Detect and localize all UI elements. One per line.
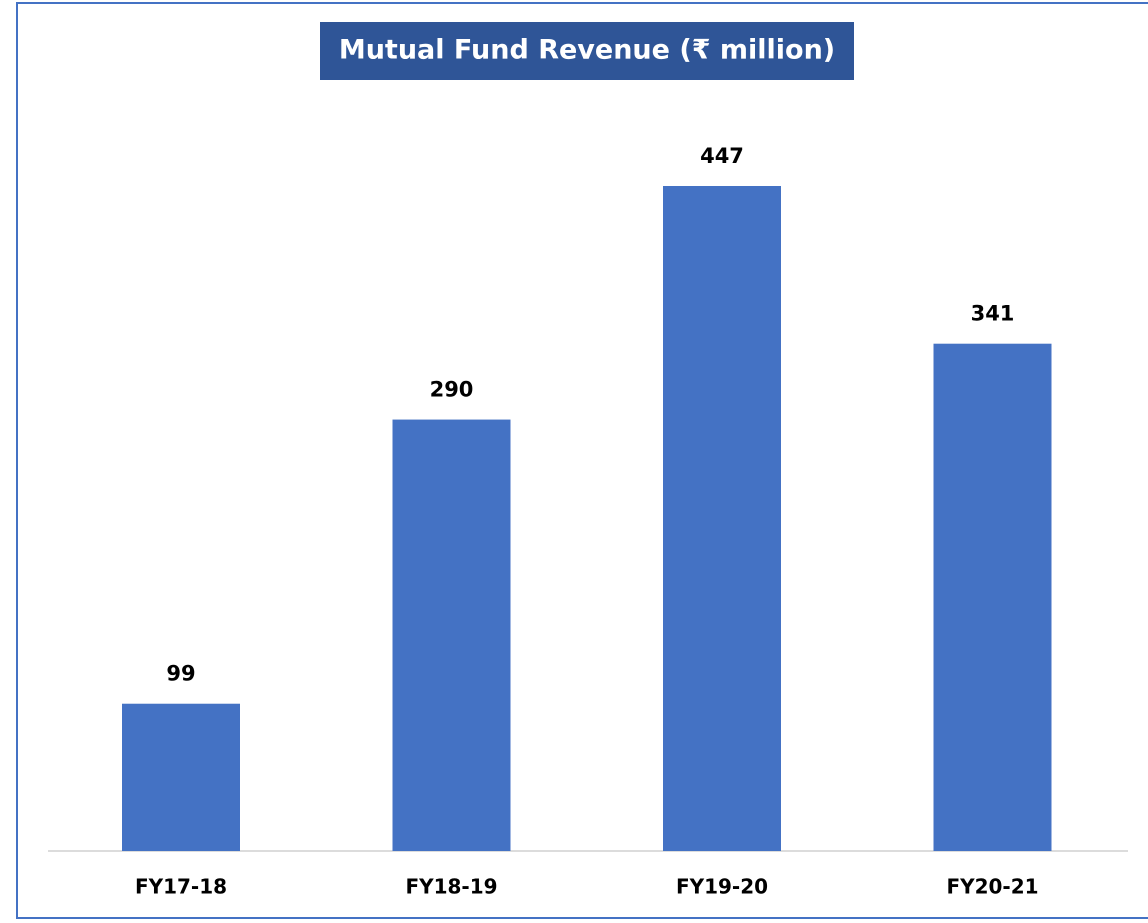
bar (933, 343, 1052, 851)
chart-title: Mutual Fund Revenue (₹ million) (339, 35, 835, 66)
data-label: 290 (430, 378, 474, 402)
bar (122, 703, 240, 851)
x-tick-label: FY18-19 (405, 875, 497, 899)
x-tick-label: FY20-21 (946, 875, 1038, 899)
bar (392, 419, 511, 851)
data-label: 99 (166, 662, 195, 686)
data-label: 447 (700, 144, 744, 168)
data-label: 341 (971, 302, 1015, 326)
x-tick-label: FY17-18 (135, 875, 227, 899)
bar (663, 186, 781, 851)
title-box (320, 22, 854, 80)
x-tick-label: FY19-20 (676, 875, 768, 899)
